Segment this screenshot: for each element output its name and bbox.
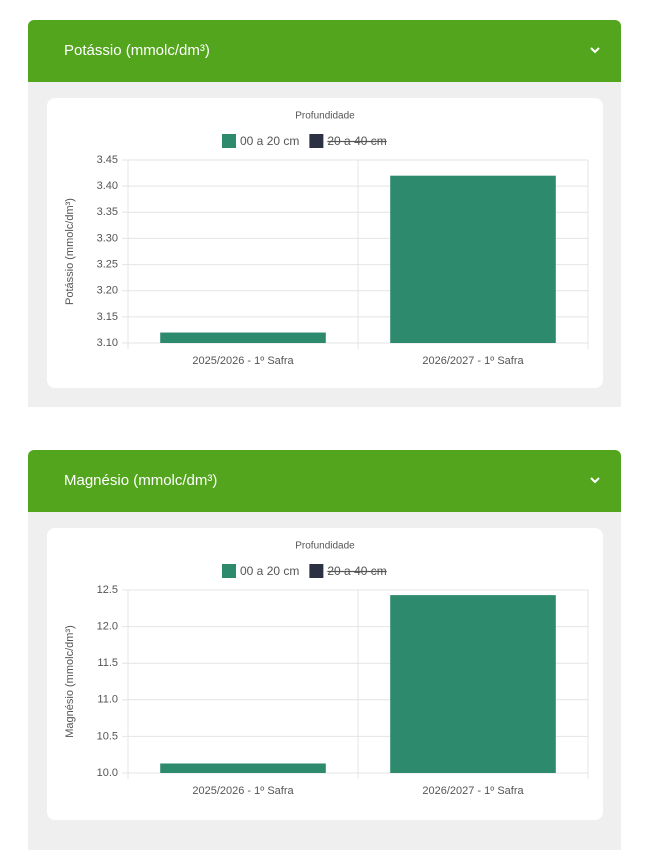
panel-header[interactable] xyxy=(28,450,621,512)
x-tick-label: 2026/2027 - 1º Safra xyxy=(422,785,524,797)
panel-header-bottom xyxy=(28,500,621,512)
y-tick-label: 3.30 xyxy=(97,232,118,244)
legend-swatch[interactable] xyxy=(309,564,324,578)
legend-swatch[interactable] xyxy=(222,564,236,578)
y-tick-label: 3.20 xyxy=(97,285,118,297)
y-tick-label: 3.25 xyxy=(97,258,118,270)
panel-header-bottom xyxy=(28,70,621,82)
y-tick-label: 12.5 xyxy=(97,584,118,596)
x-tick-label: 2025/2026 - 1º Safra xyxy=(192,355,294,367)
bar xyxy=(390,595,556,773)
y-axis-label: Potássio (mmolc/dm³) xyxy=(64,198,76,305)
chevron[interactable] xyxy=(590,47,600,54)
panel-header[interactable] xyxy=(28,20,621,82)
y-tick-label: 3.35 xyxy=(97,206,118,218)
legend-label[interactable]: 00 a 20 cm xyxy=(240,134,299,148)
legend-label[interactable]: 20 a 40 cm xyxy=(327,564,386,578)
panel-title: Potássio (mmolc/dm³) xyxy=(64,42,210,59)
y-tick-label: 11.0 xyxy=(97,694,118,706)
panel-title: Magnésio (mmolc/dm³) xyxy=(64,472,217,489)
y-tick-label: 3.40 xyxy=(97,180,118,192)
y-tick-label: 11.5 xyxy=(97,657,118,669)
bar xyxy=(390,175,556,343)
legend-swatch[interactable] xyxy=(309,134,324,148)
x-tick-label: 2025/2026 - 1º Safra xyxy=(192,785,294,797)
legend-label[interactable]: 00 a 20 cm xyxy=(240,564,299,578)
y-tick-label: 3.10 xyxy=(97,337,118,349)
legend-title: Profundidade xyxy=(295,111,355,122)
bar xyxy=(160,763,326,773)
y-tick-label: 10.5 xyxy=(97,730,118,742)
legend-title: Profundidade xyxy=(295,541,355,552)
legend-label[interactable]: 20 a 40 cm xyxy=(327,134,386,148)
y-tick-label: 3.15 xyxy=(97,311,118,323)
legend-swatch[interactable] xyxy=(222,134,236,148)
bar xyxy=(160,332,326,343)
y-tick-label: 3.45 xyxy=(97,154,118,166)
y-tick-label: 10.0 xyxy=(97,767,118,779)
chevron[interactable] xyxy=(590,477,600,484)
y-tick-label: 12.0 xyxy=(97,621,118,633)
y-axis-label: Magnésio (mmolc/dm³) xyxy=(64,625,76,737)
x-tick-label: 2026/2027 - 1º Safra xyxy=(422,355,524,367)
